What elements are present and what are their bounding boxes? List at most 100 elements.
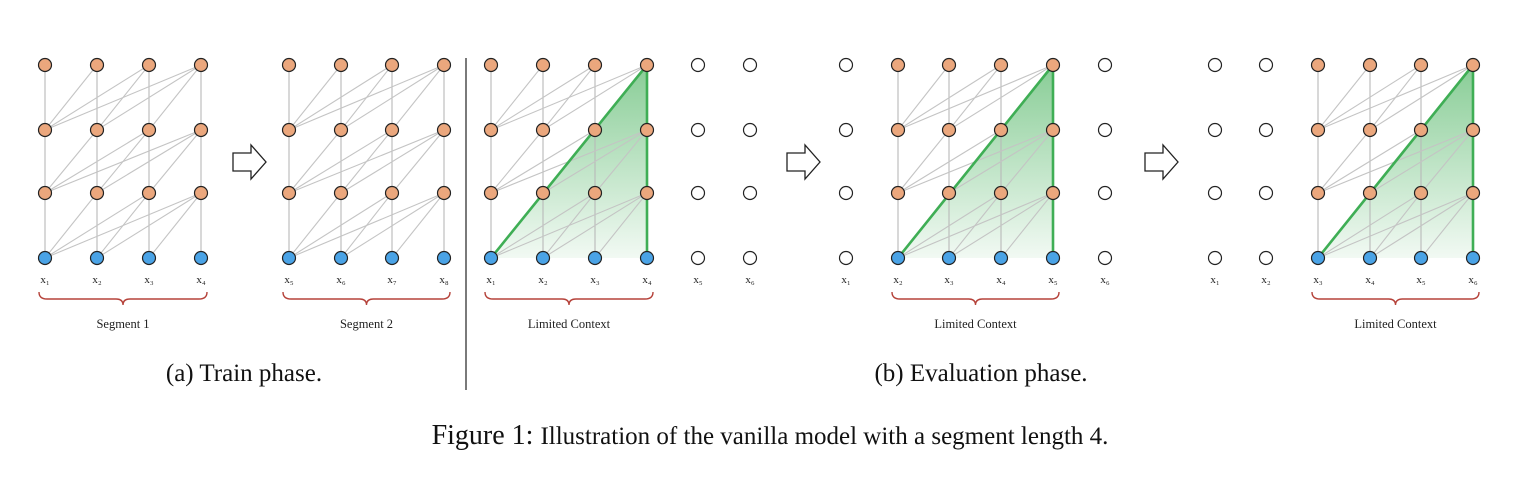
token-label: x₁ — [841, 274, 851, 286]
inactive-node — [742, 122, 758, 138]
hidden-node — [639, 57, 655, 73]
hidden-node — [37, 185, 53, 201]
connection-line — [948, 64, 1054, 131]
token-label: x₃ — [944, 274, 954, 286]
token-label: x₁ — [486, 274, 496, 286]
connection-line — [948, 129, 1054, 194]
connection-line — [44, 64, 150, 131]
input-node — [639, 250, 655, 266]
connection-line — [391, 129, 445, 194]
connection-line — [1420, 192, 1474, 259]
token-label: x₄ — [642, 274, 652, 286]
connection-line — [897, 129, 1002, 194]
segment-label: Limited Context — [528, 317, 611, 331]
input-node — [1045, 250, 1061, 266]
evaluation-phase-label: (b) Evaluation phase. — [874, 360, 1087, 387]
connection-line — [490, 64, 596, 131]
hidden-node — [1413, 57, 1429, 73]
hidden-node — [1413, 122, 1429, 138]
input-node — [281, 250, 297, 266]
connection-line — [96, 64, 202, 131]
connection-line — [44, 192, 202, 259]
hidden-node — [587, 57, 603, 73]
token-label: x₁ — [40, 274, 50, 286]
hidden-node — [941, 122, 957, 138]
inactive-node — [1258, 185, 1274, 201]
input-node — [941, 250, 957, 266]
input-node — [384, 250, 400, 266]
connection-line — [594, 129, 648, 194]
hidden-node — [141, 122, 157, 138]
figure-caption-label: Figure 1: — [431, 420, 534, 451]
connection-line — [44, 129, 150, 194]
inactive-node — [838, 185, 854, 201]
hidden-node — [37, 122, 53, 138]
hidden-node — [993, 185, 1009, 201]
token-label: x₆ — [336, 274, 346, 286]
input-node — [37, 250, 53, 266]
arrow-icon — [786, 143, 821, 181]
connection-line — [1369, 192, 1474, 259]
hidden-node — [1310, 122, 1326, 138]
token-label: x₇ — [387, 274, 397, 286]
connection-line — [148, 129, 202, 194]
connection-line — [1369, 129, 1474, 194]
inactive-node — [1097, 122, 1113, 138]
hidden-node — [141, 57, 157, 73]
hidden-node — [384, 122, 400, 138]
connection-line — [288, 64, 393, 131]
connection-line — [44, 64, 202, 131]
connection-line — [542, 192, 648, 259]
hidden-node — [436, 57, 452, 73]
input-node — [993, 250, 1009, 266]
connection-line — [490, 64, 544, 131]
token-label: x₅ — [284, 274, 294, 286]
inactive-node — [1097, 57, 1113, 73]
token-label: x₆ — [745, 274, 755, 286]
input-node — [535, 250, 551, 266]
token-label: x₆ — [1100, 274, 1110, 286]
inactive-node — [690, 185, 706, 201]
figure-caption: Figure 1: Illustration of the vanilla mo… — [0, 420, 1540, 452]
connection-line — [1317, 192, 1422, 259]
hidden-node — [483, 122, 499, 138]
token-label: x₃ — [1313, 274, 1323, 286]
connection-line — [148, 64, 202, 131]
hidden-node — [483, 57, 499, 73]
hidden-node — [993, 122, 1009, 138]
hidden-node — [436, 185, 452, 201]
connection-line — [96, 129, 202, 194]
inactive-node — [838, 57, 854, 73]
hidden-node — [535, 185, 551, 201]
token-label: x₄ — [1365, 274, 1375, 286]
connection-line — [897, 192, 1002, 259]
connection-line — [897, 129, 950, 194]
inactive-node — [1207, 250, 1223, 266]
segment-label: Limited Context — [1354, 317, 1437, 331]
inactive-node — [838, 250, 854, 266]
connection-line — [490, 129, 596, 194]
hidden-node — [890, 122, 906, 138]
connection-line — [542, 129, 648, 194]
connection-line — [948, 192, 1054, 259]
vanilla-model-diagram: x₁ x₂ x₃ x₄ Segment 1 x₅ x₆ x₇ x₈ Segment 2 x₁ x₂ x₃… — [37, 57, 1481, 390]
token-label: x₅ — [1048, 274, 1058, 286]
inactive-node — [742, 185, 758, 201]
input-node — [141, 250, 157, 266]
hidden-node — [89, 57, 105, 73]
connection-line — [44, 192, 98, 259]
connection-line — [288, 129, 393, 194]
hidden-node — [535, 122, 551, 138]
inactive-node — [690, 250, 706, 266]
hidden-node — [1465, 57, 1481, 73]
connection-line — [340, 129, 445, 194]
hidden-node — [436, 122, 452, 138]
hidden-node — [587, 122, 603, 138]
input-node — [333, 250, 349, 266]
connection-line — [1369, 64, 1474, 131]
connection-line — [897, 64, 1054, 131]
connection-line — [1317, 64, 1371, 131]
token-label: x₃ — [144, 274, 154, 286]
connection-line — [897, 64, 1002, 131]
connection-line — [44, 129, 98, 194]
